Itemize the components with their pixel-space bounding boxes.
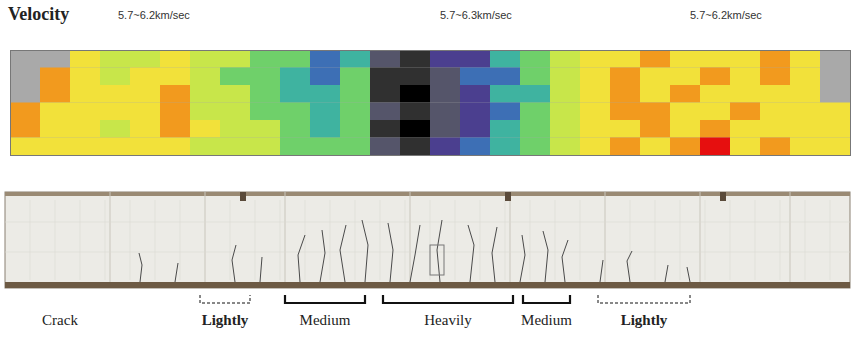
- svg-text:Crack: Crack: [42, 312, 78, 328]
- svg-text:Lightly: Lightly: [202, 312, 249, 328]
- svg-text:Medium: Medium: [300, 312, 351, 328]
- svg-text:Lightly: Lightly: [621, 312, 668, 328]
- html-text:Velocity: Velocity: [8, 4, 70, 24]
- svg-text:Medium: Medium: [521, 312, 572, 328]
- html-text:5.7~6.2km/sec: 5.7~6.2km/sec: [690, 9, 762, 21]
- html-text:5.7~6.3km/sec: 5.7~6.3km/sec: [440, 9, 512, 21]
- html-text:5.7~6.2km/sec: 5.7~6.2km/sec: [118, 9, 190, 21]
- svg-text:Heavily: Heavily: [424, 312, 472, 328]
